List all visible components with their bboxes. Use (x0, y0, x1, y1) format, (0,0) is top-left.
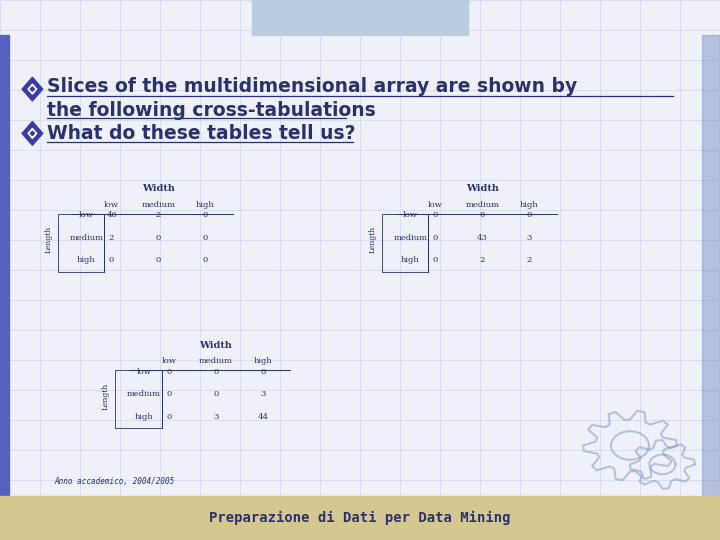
Text: Length: Length (44, 226, 53, 253)
Text: medium: medium (199, 357, 233, 366)
Text: low: low (137, 368, 151, 375)
Text: 3: 3 (526, 234, 532, 241)
Text: low: low (104, 201, 119, 209)
Bar (0, 35, 9, 497)
Text: 0: 0 (433, 256, 438, 264)
Text: high: high (253, 357, 272, 366)
Text: high: high (520, 201, 539, 209)
Text: 0: 0 (526, 211, 532, 219)
Text: medium: medium (141, 201, 176, 209)
Text: 0: 0 (202, 256, 208, 264)
Polygon shape (28, 84, 37, 94)
Text: 46: 46 (107, 211, 117, 219)
Text: Preparazione di Dati per Data Mining: Preparazione di Dati per Data Mining (210, 511, 510, 525)
Text: 0: 0 (433, 234, 438, 241)
Text: low: low (428, 201, 443, 209)
Text: high: high (196, 201, 215, 209)
Text: 2: 2 (526, 256, 532, 264)
Polygon shape (30, 131, 35, 136)
Text: 2: 2 (109, 234, 114, 241)
Text: Width: Width (142, 184, 175, 193)
Text: 0: 0 (156, 234, 161, 241)
Text: 0: 0 (260, 368, 266, 375)
Text: low: low (162, 357, 176, 366)
Text: medium: medium (127, 390, 161, 398)
Text: the following cross-tabulations: the following cross-tabulations (47, 100, 376, 120)
Text: low: low (403, 211, 418, 219)
Polygon shape (30, 87, 35, 91)
Bar (702, 35, 720, 497)
Text: high: high (401, 256, 420, 264)
Text: medium: medium (465, 201, 500, 209)
Text: Slices of the multidimensional array are shown by: Slices of the multidimensional array are… (47, 77, 577, 96)
Text: 0: 0 (202, 234, 208, 241)
Text: 43: 43 (477, 234, 488, 241)
Text: 0: 0 (109, 256, 114, 264)
Text: medium: medium (69, 234, 104, 241)
Bar (252, 0, 468, 35)
Bar (115, 370, 162, 428)
Text: 0: 0 (480, 211, 485, 219)
Text: Width: Width (199, 341, 233, 350)
Text: 0: 0 (213, 368, 219, 375)
Text: medium: medium (393, 234, 428, 241)
Text: 2: 2 (480, 256, 485, 264)
Polygon shape (28, 129, 37, 138)
Text: high: high (77, 256, 96, 264)
Polygon shape (22, 77, 42, 101)
Text: low: low (79, 211, 94, 219)
Text: 0: 0 (213, 390, 219, 398)
Text: 3: 3 (213, 413, 219, 421)
Text: 0: 0 (433, 211, 438, 219)
Polygon shape (22, 122, 42, 145)
Text: 0: 0 (156, 256, 161, 264)
Text: 44: 44 (257, 413, 269, 421)
Text: Length: Length (368, 226, 377, 253)
Text: 2: 2 (156, 211, 161, 219)
Text: 0: 0 (166, 390, 172, 398)
Bar (58, 214, 104, 272)
Text: What do these tables tell us?: What do these tables tell us? (47, 124, 355, 143)
Text: Width: Width (466, 184, 499, 193)
Text: 0: 0 (202, 211, 208, 219)
Text: high: high (135, 413, 153, 421)
Text: Anno accademico, 2004/2005: Anno accademico, 2004/2005 (54, 477, 174, 486)
Text: Length: Length (102, 383, 110, 410)
Text: 0: 0 (166, 413, 172, 421)
Bar (0, 496, 720, 540)
Text: 3: 3 (260, 390, 266, 398)
Bar (382, 214, 428, 272)
Text: 0: 0 (166, 368, 172, 375)
